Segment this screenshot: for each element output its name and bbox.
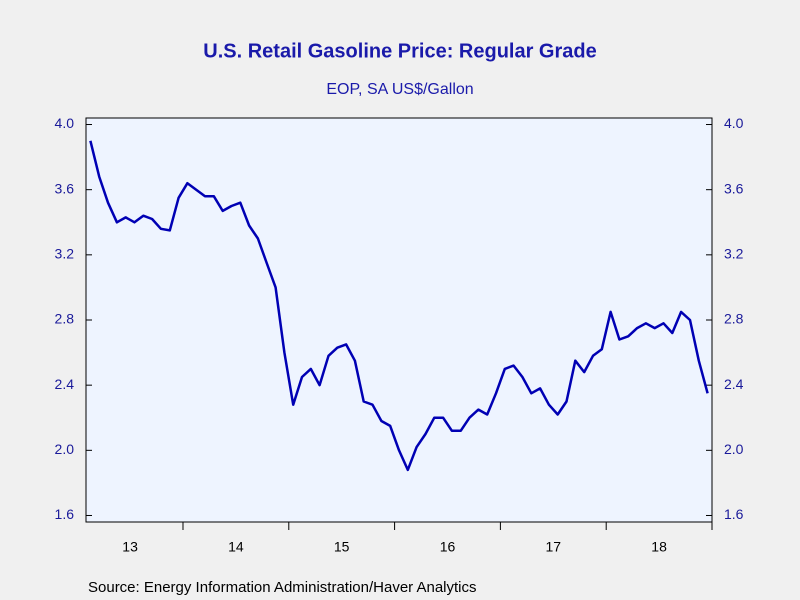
x-tick-label: 15 (334, 539, 350, 555)
y-tick-label: 3.2 (55, 246, 75, 262)
y-tick-label: 4.0 (55, 115, 75, 131)
series-line (89, 140, 709, 472)
y2-tick-label: 2.0 (724, 441, 744, 457)
y-tick-label: 2.0 (55, 441, 75, 457)
chart-subtitle: EOP, SA US$/Gallon (326, 81, 473, 98)
x-tick-label: 16 (440, 539, 456, 555)
x-tick-label: 13 (122, 539, 138, 555)
y2-tick-label: 2.8 (724, 311, 744, 327)
y2-tick-label: 2.4 (724, 376, 744, 392)
x-tick-label: 17 (546, 539, 562, 555)
x-tick-label: 18 (651, 539, 667, 555)
y2-tick-label: 3.2 (724, 246, 744, 262)
source-note: Source: Energy Information Administratio… (88, 579, 477, 596)
y2-tick-label: 1.6 (724, 506, 744, 522)
y-tick-label: 2.8 (55, 311, 75, 327)
chart-title: U.S. Retail Gasoline Price: Regular Grad… (203, 40, 596, 62)
y-tick-label: 2.4 (55, 376, 75, 392)
y-tick-label: 1.6 (55, 506, 75, 522)
y2-tick-label: 3.6 (724, 180, 744, 196)
y-tick-label: 3.6 (55, 180, 75, 196)
plot-area (85, 117, 713, 523)
y2-tick-label: 4.0 (724, 115, 744, 131)
x-tick-label: 14 (228, 539, 244, 555)
